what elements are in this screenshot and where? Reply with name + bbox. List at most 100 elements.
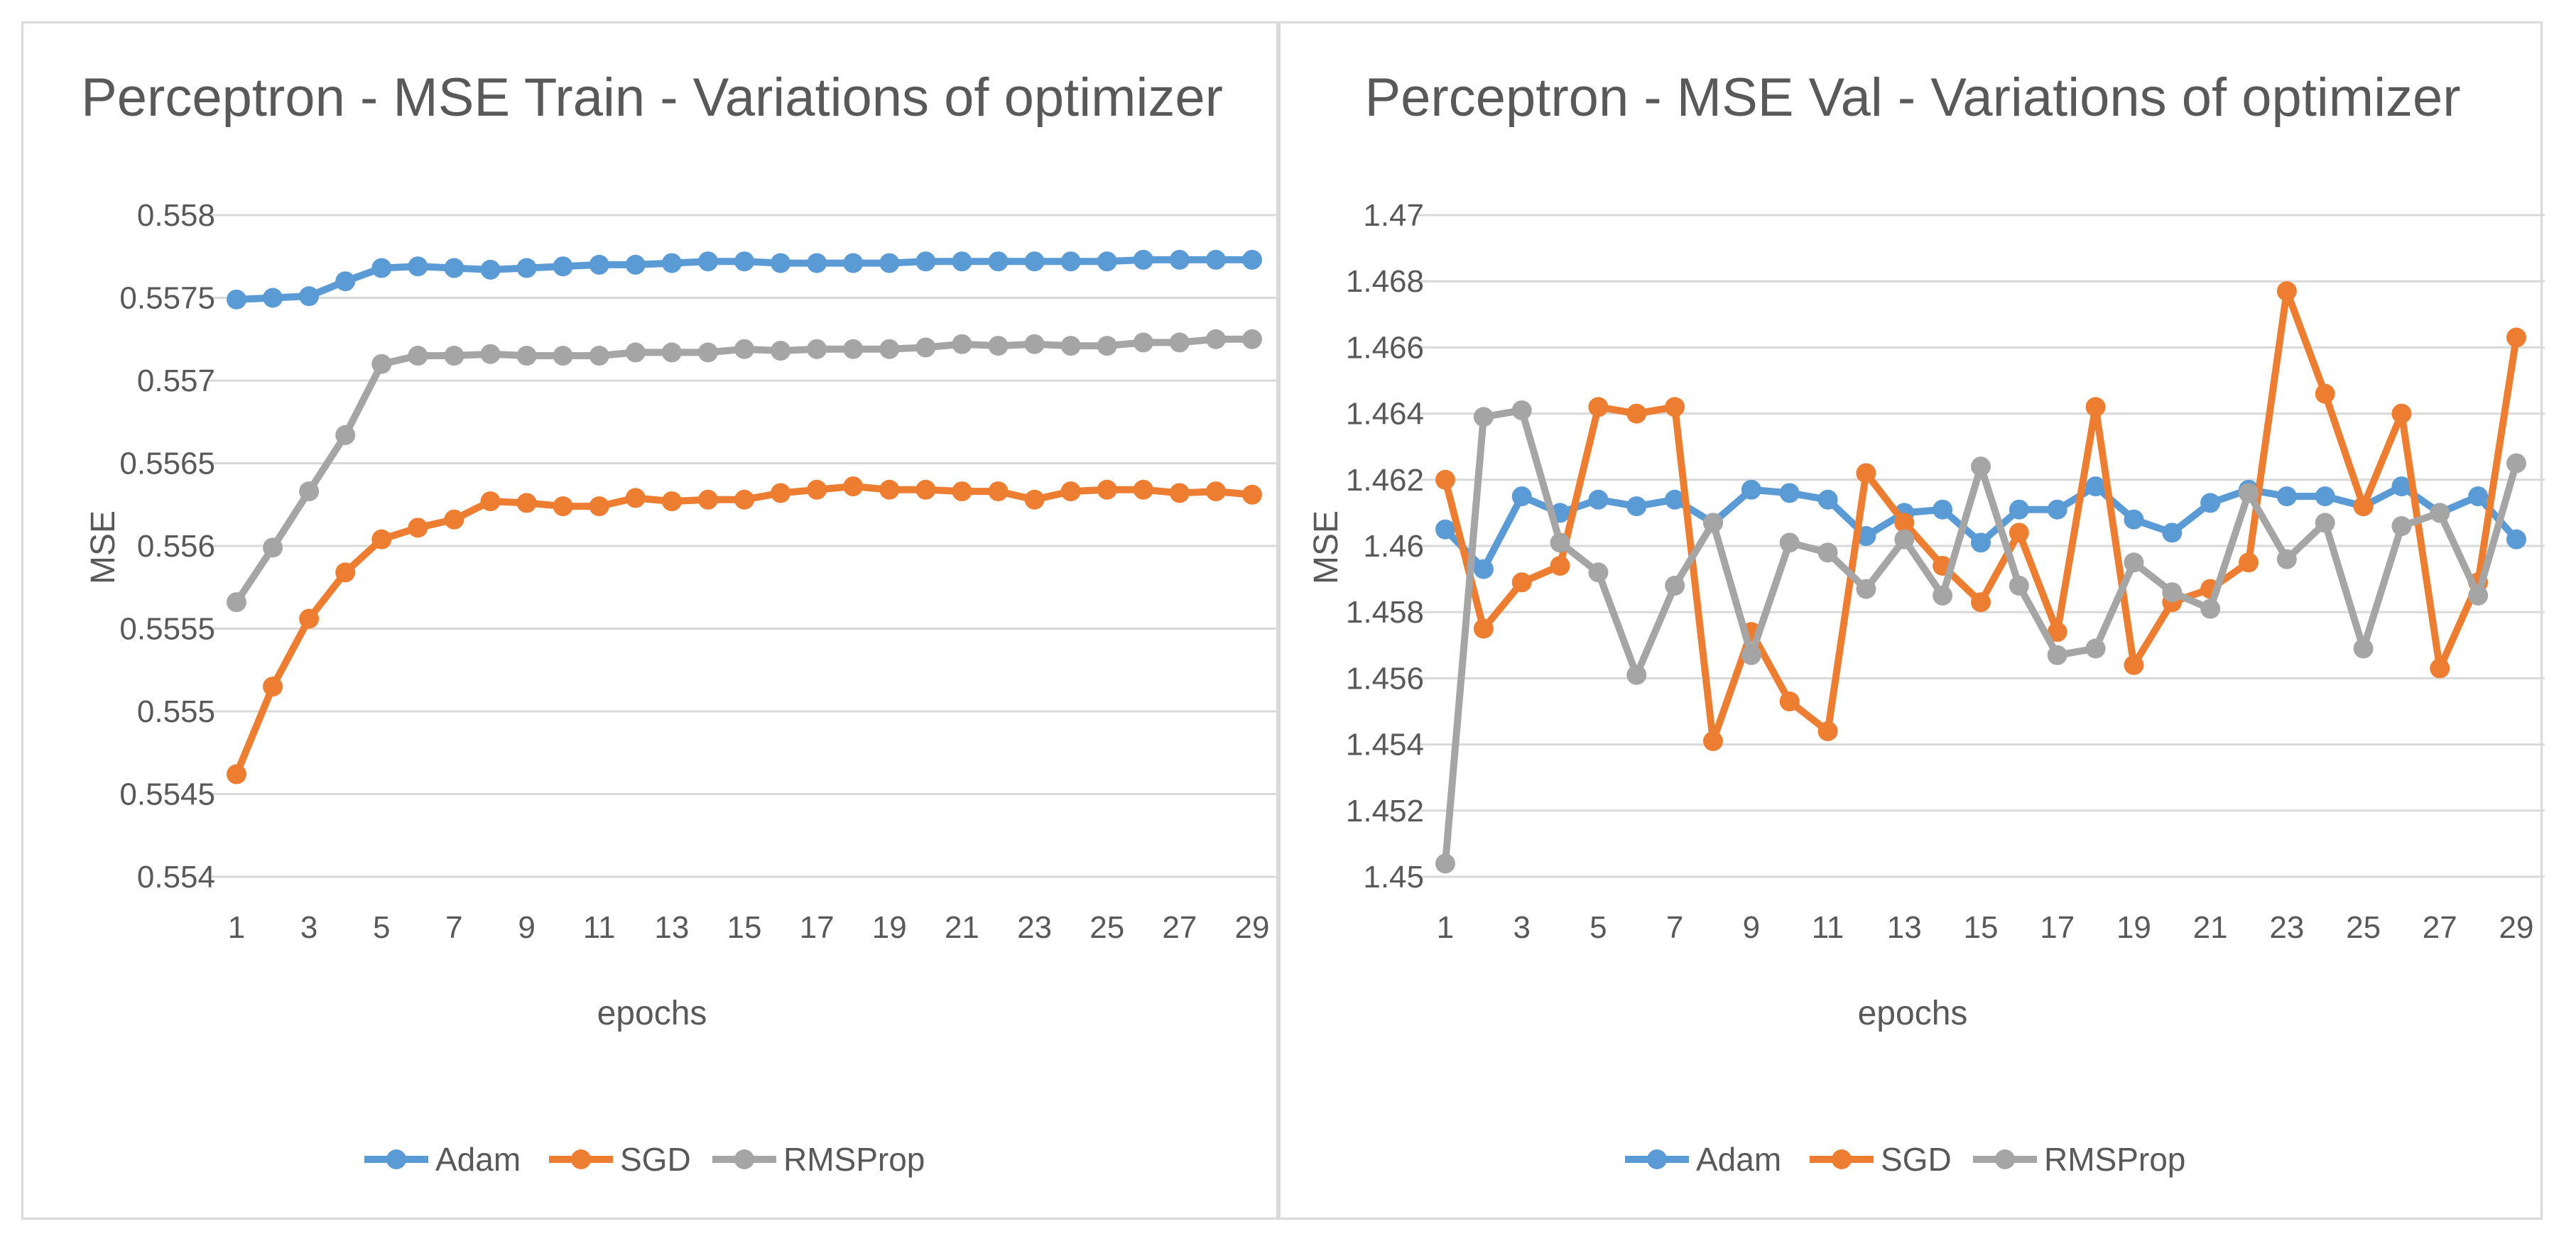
data-point-rmsprop	[516, 346, 537, 366]
x-tick-label: 5	[373, 910, 390, 945]
data-point-rmsprop	[1060, 336, 1081, 356]
x-tick-label: 11	[1812, 910, 1844, 945]
data-point-sgd	[516, 493, 537, 513]
legend-marker	[734, 1149, 754, 1169]
x-tick-label: 15	[727, 910, 762, 945]
data-point-rmsprop	[915, 337, 936, 358]
data-point-sgd	[335, 562, 356, 583]
data-point-sgd	[1971, 592, 1991, 613]
data-point-adam	[1511, 486, 1532, 507]
data-point-sgd	[915, 479, 936, 500]
x-tick-label: 27	[1162, 910, 1197, 945]
data-point-sgd	[1550, 555, 1570, 576]
data-point-sgd	[843, 476, 864, 497]
data-point-sgd	[2047, 622, 2067, 643]
data-point-rmsprop	[1097, 336, 1117, 356]
data-point-adam	[1435, 519, 1455, 540]
x-tick-label: 15	[1964, 910, 1999, 945]
data-point-sgd	[2430, 658, 2450, 679]
data-point-adam	[1024, 251, 1045, 272]
data-point-sgd	[2276, 281, 2297, 302]
x-tick-label: 29	[2499, 910, 2534, 945]
data-point-sgd	[1894, 513, 1915, 533]
data-point-adam	[408, 256, 428, 277]
y-tick-label: 1.464	[1346, 397, 1424, 432]
data-point-sgd	[2009, 523, 2029, 543]
data-point-sgd	[734, 489, 754, 510]
x-tick-label: 27	[2423, 910, 2457, 945]
x-tick-label: 7	[1666, 910, 1683, 945]
data-point-adam	[1205, 249, 1226, 270]
data-point-rmsprop	[371, 354, 392, 374]
x-axis-label: epochs	[1858, 995, 1968, 1032]
x-tick-label: 1	[1437, 910, 1454, 945]
data-point-rmsprop	[2200, 598, 2221, 619]
data-point-adam	[1626, 496, 1647, 517]
y-tick-label: 1.468	[1346, 264, 1424, 299]
legend-item-rmsprop: RMSProp	[1973, 1141, 2185, 1178]
data-point-sgd	[1435, 469, 1455, 490]
legend-label: Adam	[435, 1141, 521, 1178]
data-point-adam	[1933, 499, 1953, 520]
data-point-adam	[2009, 499, 2029, 520]
data-point-sgd	[1779, 691, 1800, 712]
data-point-rmsprop	[299, 481, 320, 502]
data-point-sgd	[1665, 397, 1685, 417]
data-point-sgd	[589, 496, 609, 517]
data-point-rmsprop	[988, 336, 1009, 356]
series-group	[227, 249, 1262, 784]
x-tick-label: 19	[2116, 910, 2151, 945]
data-point-sgd	[2506, 327, 2526, 348]
legend-label: RMSProp	[2044, 1141, 2185, 1178]
data-point-adam	[2391, 476, 2412, 497]
data-point-adam	[915, 251, 936, 272]
x-tick-label: 13	[1887, 910, 1922, 945]
chart-train: Perceptron - MSE Train - Variations of o…	[81, 67, 1281, 1178]
data-point-adam	[263, 288, 283, 308]
x-tick-label: 25	[2346, 910, 2381, 945]
data-point-adam	[589, 254, 609, 275]
data-point-sgd	[1626, 403, 1647, 424]
y-tick-label: 1.452	[1346, 794, 1424, 829]
y-tick-label: 1.458	[1346, 595, 1424, 630]
data-point-rmsprop	[697, 342, 718, 363]
data-point-sgd	[299, 608, 320, 629]
data-point-rmsprop	[952, 334, 972, 354]
data-point-adam	[807, 253, 827, 273]
y-tick-label: 0.5565	[119, 447, 215, 481]
legend-marker	[1647, 1149, 1667, 1169]
data-point-rmsprop	[1511, 400, 1532, 420]
y-tick-label: 1.454	[1346, 728, 1424, 762]
data-point-sgd	[771, 483, 791, 503]
data-point-sgd	[480, 491, 501, 512]
data-point-sgd	[625, 488, 646, 508]
x-tick-label: 17	[800, 910, 835, 945]
series-line-sgd	[1442, 288, 2520, 745]
chart-panel-val: Perceptron - MSE Val - Variations of opt…	[1278, 21, 2545, 1220]
x-tick-label: 11	[583, 910, 616, 945]
x-tick-label: 9	[518, 910, 535, 945]
data-point-rmsprop	[2391, 516, 2412, 537]
legend-marker	[386, 1149, 406, 1169]
data-point-sgd	[879, 479, 900, 500]
data-point-sgd	[1205, 481, 1226, 502]
data-point-rmsprop	[879, 339, 900, 359]
x-tick-label: 3	[300, 910, 317, 945]
data-point-sgd	[1817, 721, 1838, 741]
data-point-rmsprop	[2239, 483, 2259, 503]
x-tick-label: 23	[2269, 910, 2304, 945]
legend-item-sgd: SGD	[549, 1141, 691, 1178]
y-tick-label: 0.558	[137, 198, 215, 233]
data-point-sgd	[553, 496, 573, 517]
data-point-adam	[2085, 476, 2106, 497]
y-tick-label: 0.5545	[119, 777, 215, 812]
data-point-sgd	[1242, 484, 1262, 505]
data-point-rmsprop	[1473, 407, 1494, 427]
data-point-sgd	[263, 677, 283, 697]
data-point-rmsprop	[2124, 552, 2144, 573]
legend-item-rmsprop: RMSProp	[712, 1141, 925, 1178]
data-point-adam	[371, 258, 392, 278]
data-point-rmsprop	[2468, 585, 2489, 606]
data-point-adam	[1242, 249, 1262, 270]
data-point-rmsprop	[480, 344, 501, 364]
